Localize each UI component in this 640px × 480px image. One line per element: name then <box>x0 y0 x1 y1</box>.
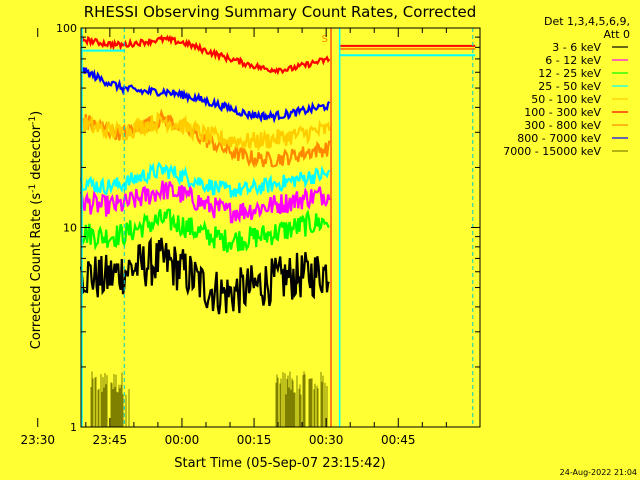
y-tick-label: 10 <box>63 222 77 235</box>
legend-label: 12 - 25 keV <box>538 67 601 80</box>
chart-title: RHESSI Observing Summary Count Rates, Co… <box>84 3 477 21</box>
x-tick-label: 23:30 <box>20 433 55 447</box>
legend-item: 300 - 800 keV <box>524 119 628 132</box>
y-tick-label: 1 <box>70 421 77 434</box>
x-tick-label: 00:15 <box>237 433 272 447</box>
series-0 <box>79 236 330 315</box>
series-trace <box>79 180 331 224</box>
y-tick-label: 100 <box>56 22 77 35</box>
series-2 <box>80 208 330 253</box>
legend-detector-header: Det 1,3,4,5,6,9, <box>544 15 630 28</box>
series-8 <box>90 371 328 427</box>
series-1 <box>79 180 331 224</box>
series-trace <box>90 371 328 427</box>
legend-label: 100 - 300 keV <box>524 106 601 119</box>
legend-label: 300 - 800 keV <box>524 119 601 132</box>
legend-item: 25 - 50 keV <box>538 80 628 93</box>
series-3 <box>79 54 476 199</box>
timestamp: 24-Aug-2022 21:04 <box>560 468 637 477</box>
legend-label: 7000 - 15000 keV <box>503 145 601 158</box>
plot-area: S <box>79 28 476 427</box>
series-4 <box>79 111 331 152</box>
legend-item: 3 - 6 keV <box>552 41 628 54</box>
x-tick-label: 23:45 <box>93 433 128 447</box>
x-axis-label: Start Time (05-Sep-07 23:15:42) <box>174 456 385 471</box>
legend-label: 25 - 50 keV <box>538 80 601 93</box>
legend-label: 6 - 12 keV <box>545 54 601 67</box>
y-axis-label: Corrected Count Rate (s-1 detector-1) <box>28 111 44 349</box>
x-tick-label: 00:30 <box>309 433 344 447</box>
series-trace <box>80 67 331 124</box>
legend-item: 12 - 25 keV <box>538 67 628 80</box>
legend-label: 3 - 6 keV <box>552 41 601 54</box>
x-tick-label: 00:45 <box>381 433 416 447</box>
legend-label: 800 - 7000 keV <box>517 132 601 145</box>
series-trace <box>79 236 330 315</box>
legend-attenuator: Att 0 <box>604 28 630 41</box>
series-trace <box>79 111 331 152</box>
axes: 1 10 100 23:30 23:45 00:00 00:15 00:30 00:45 <box>20 22 481 447</box>
x-tick-label: 00:00 <box>165 433 200 447</box>
legend-item: 6 - 12 keV <box>545 54 628 67</box>
series-5 <box>80 34 476 76</box>
legend-label: 50 - 100 keV <box>531 93 601 106</box>
series-trace <box>80 208 330 253</box>
legend-item: 100 - 300 keV <box>524 106 628 119</box>
series-trace <box>80 34 331 76</box>
legend-item: 7000 - 15000 keV <box>503 145 628 158</box>
legend-item: 800 - 7000 keV <box>517 132 628 145</box>
saa-marker: S <box>322 34 328 45</box>
series-7 <box>80 67 331 124</box>
legend-item: 50 - 100 keV <box>531 93 628 106</box>
series-trace <box>79 161 331 199</box>
